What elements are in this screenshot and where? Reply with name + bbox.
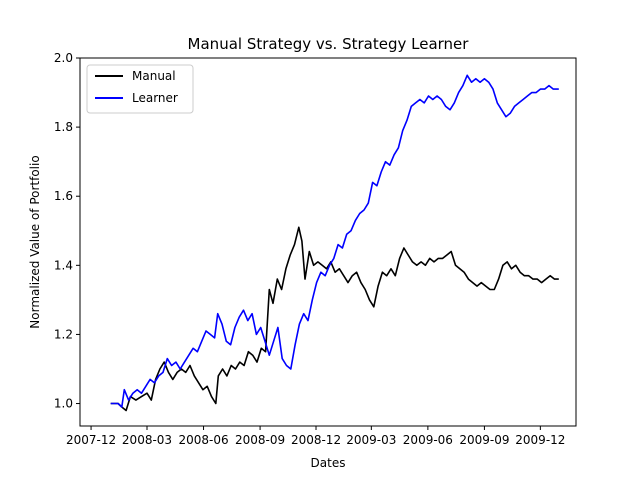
chart-title: Manual Strategy vs. Strategy Learner — [188, 35, 470, 53]
legend-label-manual: Manual — [132, 69, 176, 83]
series-layer — [110, 74, 559, 412]
y-tick-label: 1.0 — [54, 397, 73, 411]
legend: Manual Learner — [86, 64, 194, 114]
plot-frame — [79, 57, 577, 427]
series-line-manual — [110, 226, 559, 412]
y-tick-label: 2.0 — [54, 51, 73, 65]
x-tick-label: 2009-12 — [515, 433, 565, 447]
y-axis-title: Normalized Value of Portfolio — [28, 155, 42, 328]
x-tick-label: 2009-03 — [346, 433, 396, 447]
y-tick-label: 1.6 — [54, 189, 73, 203]
x-tick-label: 2009-06 — [403, 433, 453, 447]
x-tick-label: 2008-03 — [122, 433, 172, 447]
legend-label-learner: Learner — [132, 91, 178, 105]
x-tick-label: 2008-12 — [291, 433, 341, 447]
x-tick-label: 2008-09 — [235, 433, 285, 447]
x-tick-label: 2008-06 — [178, 433, 228, 447]
series-line-learner — [110, 74, 559, 408]
y-tick-label: 1.2 — [54, 327, 73, 341]
y-axis: 1.0 1.2 1.4 1.6 1.8 2.0 — [54, 51, 80, 411]
y-tick-label: 1.8 — [54, 120, 73, 134]
x-tick-label: 2009-09 — [459, 433, 509, 447]
y-tick-label: 1.4 — [54, 258, 73, 272]
x-axis: 2007-12 2008-03 2008-06 2008-09 2008-12 2009-… — [66, 426, 565, 447]
x-tick-label: 2007-12 — [66, 433, 116, 447]
x-axis-title: Dates — [311, 456, 346, 470]
